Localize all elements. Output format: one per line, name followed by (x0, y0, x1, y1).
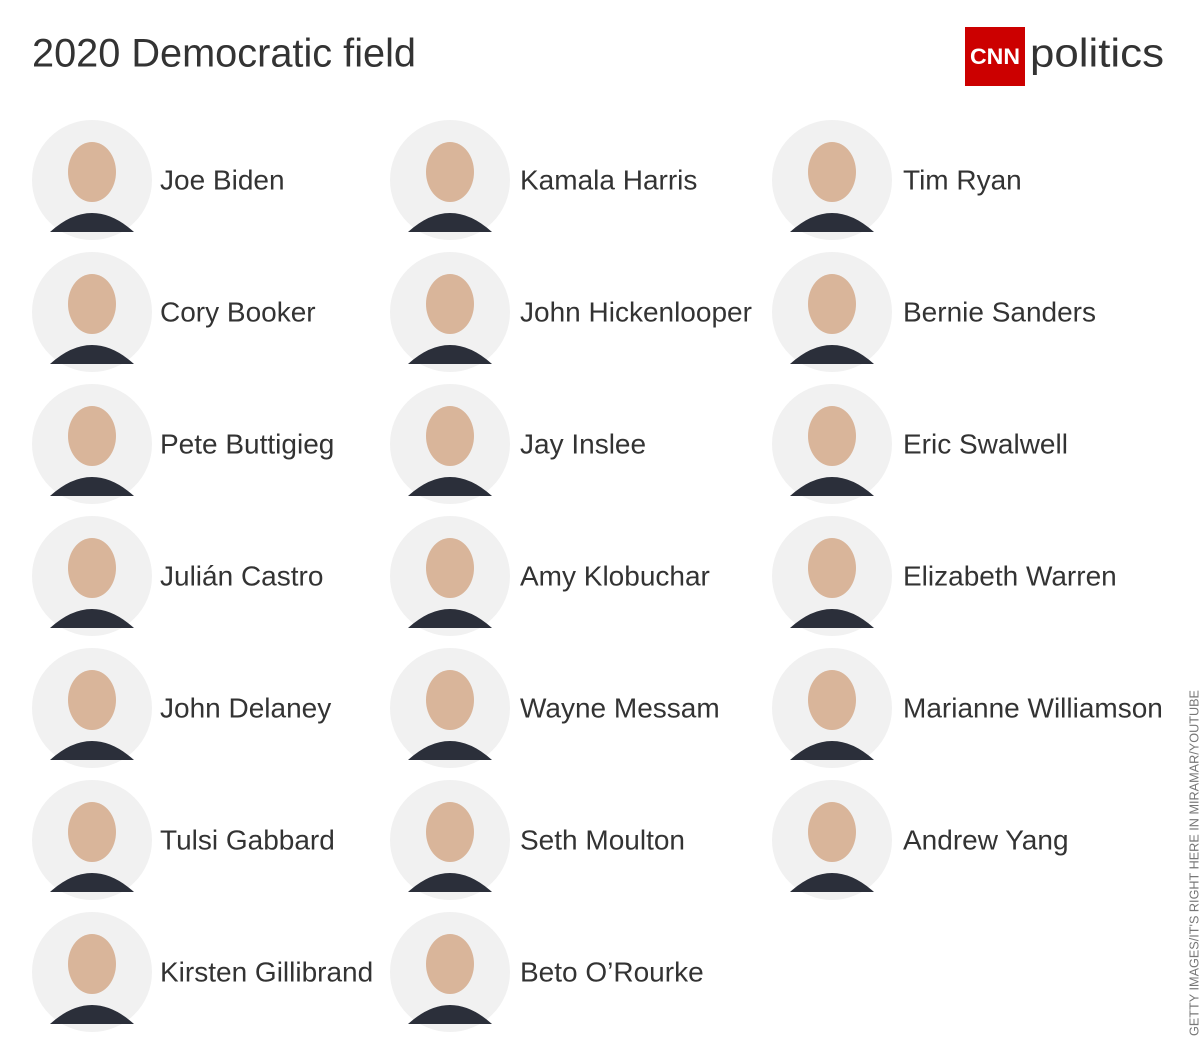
photo-head (68, 274, 116, 334)
candidate-name: Wayne Messam (520, 692, 720, 723)
candidate-name: Kirsten Gillibrand (160, 956, 373, 987)
photo-head (426, 142, 474, 202)
candidate: John Hickenlooper (390, 252, 752, 372)
candidate: Amy Klobuchar (390, 516, 710, 636)
photo-shoulders (408, 609, 492, 628)
candidate: Eric Swalwell (772, 384, 1068, 504)
photo-head (426, 538, 474, 598)
photo-head (68, 802, 116, 862)
candidate-name: Pete Buttigieg (160, 428, 334, 459)
candidate-name: Elizabeth Warren (903, 560, 1117, 591)
candidate-name: Marianne Williamson (903, 692, 1163, 723)
photo-shoulders (790, 609, 874, 628)
photo-shoulders (790, 477, 874, 496)
photo-shoulders (50, 741, 134, 760)
photo-shoulders (50, 213, 134, 232)
photo-shoulders (50, 1005, 134, 1024)
candidate-name: Jay Inslee (520, 428, 646, 459)
candidate-name: Andrew Yang (903, 824, 1069, 855)
photo-head (426, 274, 474, 334)
title: 2020 Democratic field (32, 32, 416, 76)
photo-shoulders (790, 345, 874, 364)
candidate-name: Cory Booker (160, 296, 316, 327)
photo-head (426, 802, 474, 862)
photo-head (808, 670, 856, 730)
photo-head (426, 670, 474, 730)
photo-shoulders (50, 477, 134, 496)
photo-shoulders (408, 345, 492, 364)
candidate: Bernie Sanders (772, 252, 1096, 372)
photo-shoulders (790, 873, 874, 892)
photo-shoulders (50, 345, 134, 364)
photo-shoulders (408, 213, 492, 232)
candidate-name: John Hickenlooper (520, 296, 752, 327)
photo-shoulders (408, 477, 492, 496)
photo-shoulders (408, 741, 492, 760)
photo-head (808, 802, 856, 862)
photo-shoulders (408, 873, 492, 892)
candidate-name: Bernie Sanders (903, 296, 1096, 327)
photo-head (808, 538, 856, 598)
photo-head (426, 406, 474, 466)
logo-brand: CNN (970, 44, 1020, 69)
photo-shoulders (790, 741, 874, 760)
candidate-name: Seth Moulton (520, 824, 685, 855)
logo-section: politics (1030, 32, 1164, 76)
candidate-grid: Joe Biden Cory Booker Pete Buttigieg Julián… (32, 120, 1163, 1032)
candidate-name: Tulsi Gabbard (160, 824, 335, 855)
candidate-name: Kamala Harris (520, 164, 697, 195)
candidate: Cory Booker (32, 252, 316, 372)
candidate: Tim Ryan (772, 120, 1022, 240)
photo-shoulders (50, 609, 134, 628)
photo-head (808, 274, 856, 334)
candidate: Julián Castro (32, 516, 323, 636)
candidate-name: Tim Ryan (903, 164, 1022, 195)
logo-box (965, 27, 1025, 86)
candidate: Elizabeth Warren (772, 516, 1117, 636)
candidate: Tulsi Gabbard (32, 780, 335, 900)
candidate: Jay Inslee (390, 384, 646, 504)
photo-head (68, 406, 116, 466)
photo-shoulders (408, 1005, 492, 1024)
candidate: Marianne Williamson (772, 648, 1163, 768)
photo-head (68, 538, 116, 598)
photo-shoulders (790, 213, 874, 232)
photo-head (68, 670, 116, 730)
candidate-name: Julián Castro (160, 560, 323, 591)
candidate: Pete Buttigieg (32, 384, 334, 504)
candidate: Kirsten Gillibrand (32, 912, 373, 1032)
candidate-name: Amy Klobuchar (520, 560, 710, 591)
logo: CNN politics (965, 27, 1164, 86)
candidate-name: John Delaney (160, 692, 331, 723)
photo-head (426, 934, 474, 994)
candidate: Beto O’Rourke (390, 912, 704, 1032)
photo-head (808, 406, 856, 466)
candidate: John Delaney (32, 648, 331, 768)
photo-head (68, 934, 116, 994)
photo-shoulders (50, 873, 134, 892)
photo-credit: GETTY IMAGES/IT'S RIGHT HERE IN MIRAMAR/… (1186, 690, 1200, 1036)
candidate: Andrew Yang (772, 780, 1069, 900)
photo-head (808, 142, 856, 202)
photo-head (68, 142, 116, 202)
candidate: Seth Moulton (390, 780, 685, 900)
candidate: Joe Biden (32, 120, 285, 240)
candidate: Kamala Harris (390, 120, 697, 240)
candidate: Wayne Messam (390, 648, 720, 768)
candidate-name: Beto O’Rourke (520, 956, 704, 987)
candidate-name: Eric Swalwell (903, 428, 1068, 459)
candidate-name: Joe Biden (160, 164, 285, 195)
